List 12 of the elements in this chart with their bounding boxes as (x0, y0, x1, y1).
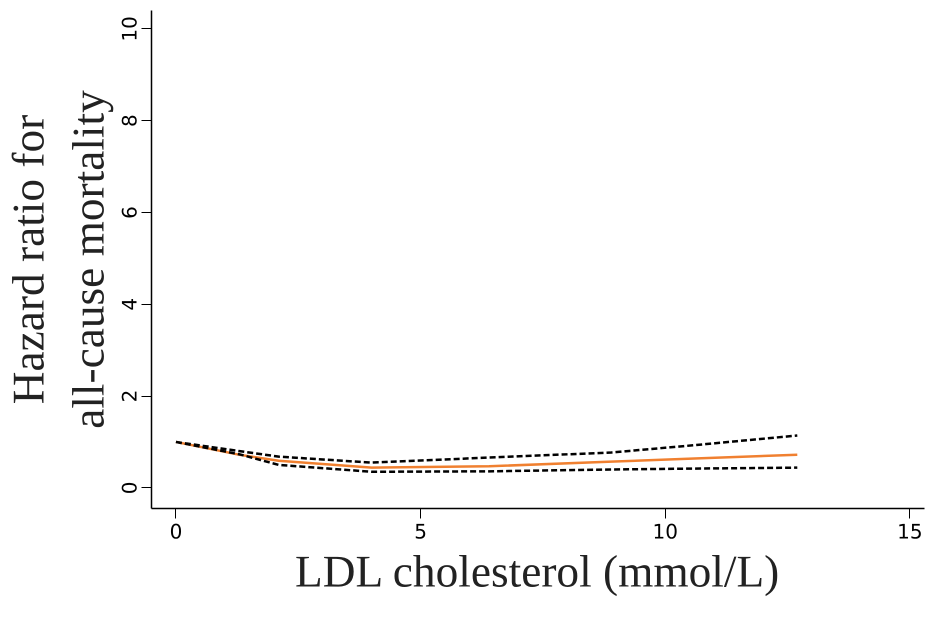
y-tick-label: 0 (118, 481, 142, 494)
y-tick-label: 10 (118, 16, 142, 42)
x-tick-label: 15 (897, 520, 923, 544)
x-tick-label: 0 (170, 520, 182, 544)
y-tick-label: 8 (118, 114, 142, 128)
x-tick-label: 10 (652, 520, 678, 544)
x-axis-title: LDL cholesterol (mmol/L) (295, 546, 780, 596)
y-tick-label: 2 (118, 390, 142, 402)
y-axis-title: Hazard ratio for all-cause mortality (4, 90, 114, 429)
y-tick-label: 6 (118, 206, 142, 219)
y-tick-label: 4 (118, 298, 142, 311)
x-tick-label: 5 (414, 520, 427, 544)
